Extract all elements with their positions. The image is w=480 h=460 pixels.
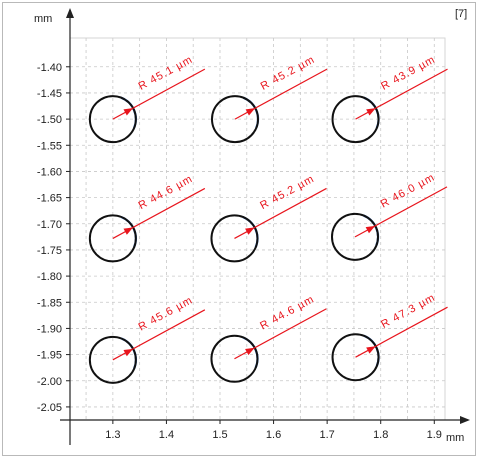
- y-tick-label: -1.60: [37, 166, 62, 178]
- radius-label: R 47.3 µm: [379, 292, 437, 331]
- circle-outline: [211, 95, 259, 144]
- circle-outline: [331, 95, 380, 144]
- y-tick-label: -1.55: [37, 140, 62, 152]
- radius-arrowhead: [123, 108, 134, 116]
- panel-index-label: [7]: [455, 8, 467, 20]
- x-tick-label: 1.5: [212, 429, 227, 441]
- measured-circle-9: R 47.3 µm: [331, 292, 448, 382]
- x-tick-label: 1.6: [266, 429, 281, 441]
- y-tick-label: -1.70: [37, 219, 62, 231]
- radius-arrowhead: [123, 227, 134, 235]
- circle-outline: [210, 214, 259, 263]
- x-axis-arrow: [460, 416, 470, 424]
- y-tick-label: -1.95: [37, 350, 62, 362]
- radius-label: R 45.2 µm: [259, 54, 317, 93]
- y-unit-label: mm: [34, 13, 52, 25]
- y-tick-label: -1.80: [37, 271, 62, 283]
- y-tick-label: -1.40: [37, 62, 62, 74]
- measured-circle-7: R 45.6 µm: [88, 294, 206, 384]
- x-tick-label: 1.3: [105, 429, 120, 441]
- circle-outline: [331, 333, 380, 382]
- circle-outline: [88, 214, 137, 263]
- y-axis-arrow: [66, 8, 74, 18]
- y-tick-label: -1.50: [37, 114, 62, 126]
- y-tick-label: -1.90: [37, 323, 62, 335]
- grid: [69, 37, 446, 421]
- circle-outline: [88, 95, 137, 144]
- measured-circle-4: R 44.6 µm: [88, 173, 206, 263]
- circle-outline: [210, 334, 259, 383]
- radius-label: R 44.6 µm: [137, 173, 195, 212]
- radius-arrowhead: [123, 348, 134, 357]
- axes: mm mm [7]: [34, 8, 470, 445]
- radius-arrowhead: [245, 227, 255, 235]
- x-unit-label: mm: [446, 432, 464, 444]
- radius-arrowhead: [245, 108, 256, 116]
- x-tick-label: 1.7: [319, 429, 334, 441]
- radius-arrowhead: [245, 347, 255, 356]
- measured-circle-6: R 46.0 µm: [331, 171, 448, 261]
- circle-outline: [331, 212, 379, 261]
- y-tick-label: -1.65: [37, 193, 62, 205]
- x-tick-label: 1.9: [427, 429, 442, 441]
- y-tick-label: -1.85: [37, 297, 62, 309]
- measured-circles: R 45.1 µm R 45.2 µm R 43.9 µm R 44.6 µm R 45…: [88, 54, 448, 384]
- radius-label: R 46.0 µm: [379, 171, 437, 210]
- radius-arrowhead: [365, 225, 376, 234]
- radius-label: R 45.1 µm: [137, 54, 195, 93]
- y-tick-label: -2.05: [37, 402, 62, 414]
- radius-label: R 44.6 µm: [258, 293, 316, 332]
- measured-circle-8: R 44.6 µm: [210, 293, 327, 383]
- panel-border: [2, 2, 476, 456]
- radius-label: R 43.9 µm: [379, 54, 437, 93]
- y-tick-label: -2.00: [37, 376, 62, 388]
- radius-arrowhead: [366, 108, 376, 116]
- circle-outline: [88, 335, 137, 384]
- radius-arrowhead: [366, 346, 376, 354]
- radius-label: R 45.2 µm: [258, 173, 316, 212]
- x-tick-label: 1.4: [159, 429, 174, 441]
- x-tick-label: 1.8: [373, 429, 388, 441]
- y-tick-label: -1.75: [37, 245, 62, 257]
- y-tick-label: -1.45: [37, 88, 62, 100]
- tick-labels: -1.40 -1.45 -1.50 -1.55 -1.60 -1.65 -1.70 -1.75…: [37, 62, 442, 441]
- measured-circle-5: R 45.2 µm: [210, 173, 327, 263]
- radius-label: R 45.6 µm: [137, 294, 195, 333]
